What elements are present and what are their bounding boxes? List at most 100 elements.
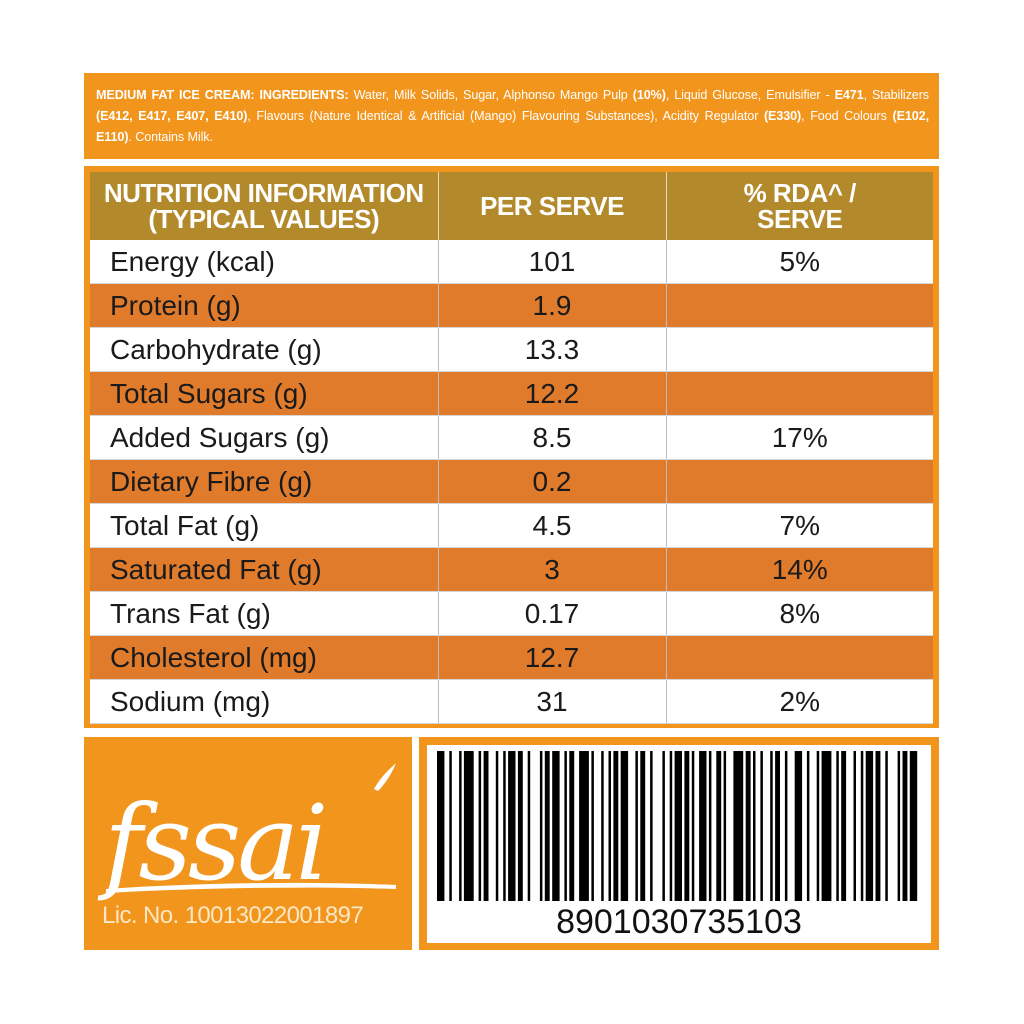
fssai-panel: fssai Lic. No. 10013022001897 — [84, 737, 412, 950]
barcode-bar — [733, 751, 744, 901]
barcode-bar — [463, 751, 474, 901]
table-row: Dietary Fibre (g) 0.2 — [90, 459, 933, 504]
ingredients-text-2: , Liquid Glucose, Emulsifier - — [665, 88, 830, 102]
barcode-number: 8901030735103 — [556, 903, 802, 941]
table-row: Sodium (mg) 31 2% — [90, 679, 933, 724]
barcode-bar — [775, 751, 780, 901]
barcode-bar — [591, 751, 594, 901]
barcode-bar — [821, 751, 832, 901]
nutrient-value: 0.2 — [438, 459, 667, 504]
barcode-icon — [437, 751, 918, 901]
barcode-bar — [674, 751, 682, 901]
license-number: Lic. No. 10013022001897 — [102, 902, 364, 929]
barcode-bar — [716, 751, 722, 901]
barcode-bar — [459, 751, 462, 901]
leaf-icon — [374, 763, 396, 791]
nutrient-value: 8.5 — [438, 415, 667, 460]
barcode-bar — [770, 751, 773, 901]
table-row: Total Fat (g) 4.5 7% — [90, 503, 933, 548]
nutrient-name: Protein (g) — [90, 283, 439, 328]
barcode-bar — [745, 751, 751, 901]
table-row: Protein (g) 1.9 — [90, 283, 933, 328]
nutrient-rda — [666, 371, 933, 416]
header-col1-line1: NUTRITION INFORMATION — [103, 178, 424, 208]
barcode-bar — [552, 751, 560, 901]
barcode-area: 8901030735103 — [427, 745, 931, 943]
barcode-bar — [564, 751, 567, 901]
nutrient-value: 4.5 — [438, 503, 667, 548]
barcode-bar — [608, 751, 611, 901]
nutrient-value: 101 — [438, 240, 667, 284]
nutrient-rda — [666, 283, 933, 328]
nutrition-header-row: NUTRITION INFORMATION (TYPICAL VALUES) P… — [90, 172, 933, 240]
barcode-bar — [760, 751, 763, 901]
barcode-bar — [860, 751, 864, 901]
nutrient-name: Added Sugars (g) — [90, 415, 439, 460]
ingredients-text-4: , Flavours (Nature Identical & Artificia… — [247, 109, 759, 123]
barcode-bar — [669, 751, 673, 901]
barcode-bar — [620, 751, 629, 901]
barcode-bar — [579, 751, 589, 901]
nutrient-name: Cholesterol (mg) — [90, 635, 439, 680]
barcode-bar — [841, 751, 847, 901]
nutrient-name: Sodium (mg) — [90, 679, 439, 724]
barcode-bar — [699, 751, 707, 901]
barcode-bar — [569, 751, 575, 901]
nutrient-name: Dietary Fibre (g) — [90, 459, 439, 504]
barcode-bar — [897, 751, 901, 901]
nutrition-panel: NUTRITION INFORMATION (TYPICAL VALUES) P… — [84, 166, 939, 728]
nutrient-name: Total Fat (g) — [90, 503, 439, 548]
nutrient-rda — [666, 635, 933, 680]
nutrient-rda: 5% — [666, 240, 933, 284]
nutrient-rda: 17% — [666, 415, 933, 460]
barcode-bar — [478, 751, 482, 901]
nutrient-value: 12.2 — [438, 371, 667, 416]
barcode-bar — [836, 751, 839, 901]
barcode-bar — [902, 751, 908, 901]
barcode-bar — [437, 751, 445, 901]
barcode-bar — [640, 751, 646, 901]
ingredients-text-3: , Stabilizers — [863, 88, 930, 102]
barcode-bar — [483, 751, 489, 901]
header-col3-line1: % RDA^ / — [743, 178, 857, 208]
nutrition-table: NUTRITION INFORMATION (TYPICAL VALUES) P… — [90, 172, 933, 724]
barcode-bar — [691, 751, 695, 901]
nutrient-value: 31 — [438, 679, 667, 724]
acidity-code: (E330) — [763, 109, 802, 123]
product-label: MEDIUM FAT ICE CREAM: — [96, 88, 255, 102]
ingredients-text-5: , Food Colours — [801, 109, 887, 123]
emulsifier-code: E471 — [834, 88, 864, 102]
barcode-bar — [613, 751, 619, 901]
barcode-bar — [539, 751, 543, 901]
barcode-bar — [784, 751, 788, 901]
table-row: Cholesterol (mg) 12.7 — [90, 635, 933, 680]
barcode-bar — [508, 751, 516, 901]
nutrient-rda: 7% — [666, 503, 933, 548]
nutrient-name: Total Sugars (g) — [90, 371, 439, 416]
nutrient-value: 12.7 — [438, 635, 667, 680]
barcode-bar — [885, 751, 888, 901]
barcode-bar — [662, 751, 665, 901]
barcode-bar — [503, 751, 506, 901]
barcode-bar — [875, 751, 881, 901]
nutrient-rda — [666, 327, 933, 372]
barcode-bar — [650, 751, 653, 901]
header-nutrition-information: NUTRITION INFORMATION (TYPICAL VALUES) — [90, 172, 439, 240]
barcode-bar — [601, 751, 604, 901]
table-row: Saturated Fat (g) 3 14% — [90, 547, 933, 592]
table-row: Added Sugars (g) 8.5 17% — [90, 415, 933, 460]
nutrient-value: 0.17 — [438, 591, 667, 636]
barcode-bar — [527, 751, 531, 901]
pulp-percentage: (10%) — [632, 88, 666, 102]
fssai-logo: fssai — [97, 763, 396, 904]
barcode-bar — [684, 751, 690, 901]
header-col3-line2: SERVE — [757, 204, 843, 234]
nutrient-name: Saturated Fat (g) — [90, 547, 439, 592]
table-row: Energy (kcal) 101 5% — [90, 240, 933, 284]
barcode-bar — [753, 751, 756, 901]
barcode-bar — [495, 751, 499, 901]
header-col1-line2: (TYPICAL VALUES) — [148, 204, 380, 234]
table-row: Total Sugars (g) 12.2 — [90, 371, 933, 416]
barcode-bar — [708, 751, 712, 901]
nutrient-value: 13.3 — [438, 327, 667, 372]
